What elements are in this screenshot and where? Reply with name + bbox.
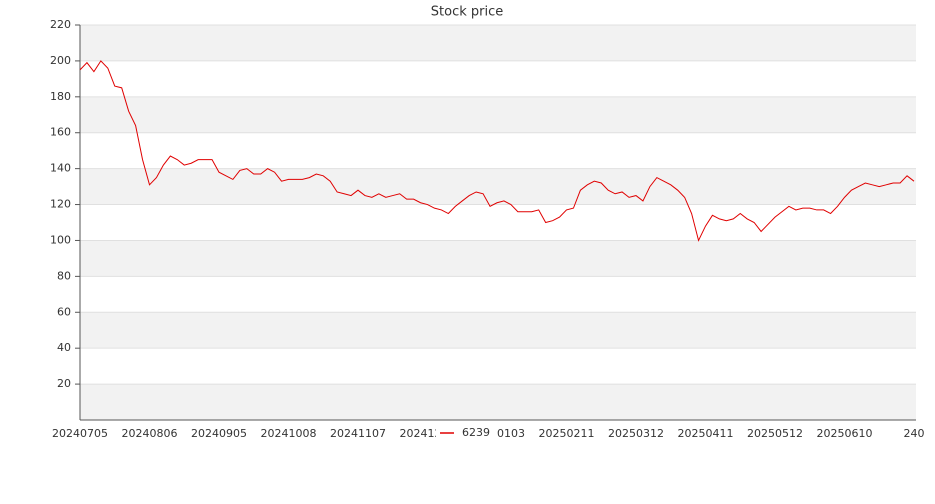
grid-band: [80, 312, 916, 349]
x-tick-label: 20241008: [261, 427, 317, 440]
grid-band: [80, 25, 916, 61]
x-tick-label: 20250512: [747, 427, 803, 440]
y-tick-label: 120: [50, 198, 71, 211]
x-tick-label: 20240705: [52, 427, 108, 440]
x-tick-label: 20250312: [608, 427, 664, 440]
grid-band: [80, 96, 916, 133]
legend-box: [436, 424, 496, 442]
x-tick-label: 20240806: [122, 427, 178, 440]
chart-title: Stock price: [431, 5, 503, 20]
y-tick-label: 200: [50, 54, 71, 67]
line: [79, 60, 915, 242]
x-tick-label: 20250610: [817, 427, 873, 440]
y-tick-label: 180: [50, 90, 71, 103]
legend-label: 6239: [462, 426, 490, 439]
y-tick-label: 20: [57, 377, 71, 390]
y-tick-label: 220: [50, 18, 71, 31]
x-tick-label: 240: [904, 427, 925, 440]
y-tick-label: 60: [57, 305, 71, 318]
y-tick-label: 160: [50, 126, 71, 139]
x-tick-label: 20250411: [678, 427, 734, 440]
x-tick-label: 20250211: [539, 427, 595, 440]
grid-band: [80, 240, 916, 277]
y-tick-label: 40: [57, 341, 71, 354]
x-tick-label: 20241107: [330, 427, 386, 440]
y-tick-label: 80: [57, 269, 71, 282]
grid-band: [80, 168, 916, 205]
x-tick-label: 20240905: [191, 427, 247, 440]
y-tick-label: 100: [50, 233, 71, 246]
grid-band: [80, 384, 916, 420]
y-tick-label: 140: [50, 162, 71, 175]
